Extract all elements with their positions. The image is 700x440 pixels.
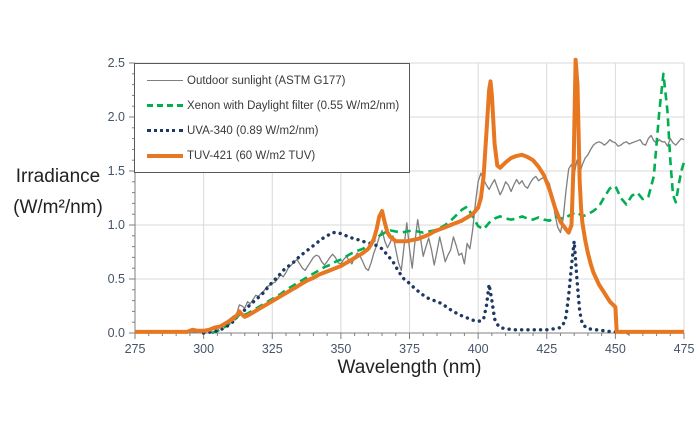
x-tick-label: 350 [330, 342, 351, 356]
x-axis-title: Wavelength (nm) [337, 357, 482, 378]
dotted-line-swatch-icon [147, 129, 183, 132]
y-tick-label: 0.0 [108, 326, 125, 340]
legend-item-outdoor-sunlight: Outdoor sunlight (ASTM G177) [147, 69, 409, 93]
x-tick-label: 450 [605, 342, 626, 356]
x-tick-label: 375 [399, 342, 420, 356]
legend-label: Outdoor sunlight (ASTM G177) [187, 74, 346, 87]
series-outdoor-sunlight [189, 134, 685, 334]
dashed-line-swatch-icon [147, 104, 183, 107]
y-tick-label: 0.5 [108, 272, 125, 286]
axis-tick-labels: 275 300 325 350 375 400 425 450 475 0.0 0.5 1.0 1.5 2… [108, 56, 695, 356]
x-tick-label: 300 [193, 342, 214, 356]
legend-item-tuv-421: TUV-421 (60 W/m2 TUV) [147, 144, 409, 168]
x-tick-label: 325 [262, 342, 283, 356]
series-xenon-daylight [211, 72, 686, 335]
legend-label: TUV-421 (60 W/m2 TUV) [187, 149, 316, 162]
chart-legend: Outdoor sunlight (ASTM G177) Xenon with … [134, 63, 410, 173]
solid-thin-line-swatch-icon [147, 80, 183, 81]
y-axis-title-line2: (W/m²/nm) [13, 197, 103, 218]
solid-thick-line-swatch-icon [147, 153, 183, 158]
x-tick-label: 475 [674, 342, 695, 356]
legend-item-xenon-daylight: Xenon with Daylight filter (0.55 W/m2/nm… [147, 94, 409, 118]
x-tick-label: 425 [536, 342, 557, 356]
series-tuv-421 [135, 57, 684, 334]
x-tick-label: 275 [125, 342, 146, 356]
legend-item-uva-340: UVA-340 (0.89 W/m2/nm) [147, 119, 409, 143]
series-uva-340 [201, 230, 631, 335]
y-tick-label: 2.5 [108, 56, 125, 70]
legend-label: UVA-340 (0.89 W/m2/nm) [187, 124, 319, 137]
y-axis-title: Irradiance (W/m²/nm) [0, 161, 116, 223]
y-tick-label: 1.5 [108, 164, 125, 178]
legend-label: Xenon with Daylight filter (0.55 W/m2/nm… [187, 99, 400, 112]
y-axis-title-line1: Irradiance [15, 166, 101, 187]
x-tick-label: 400 [468, 342, 489, 356]
y-tick-label: 2.0 [108, 110, 125, 124]
y-tick-label: 1.0 [108, 218, 125, 232]
